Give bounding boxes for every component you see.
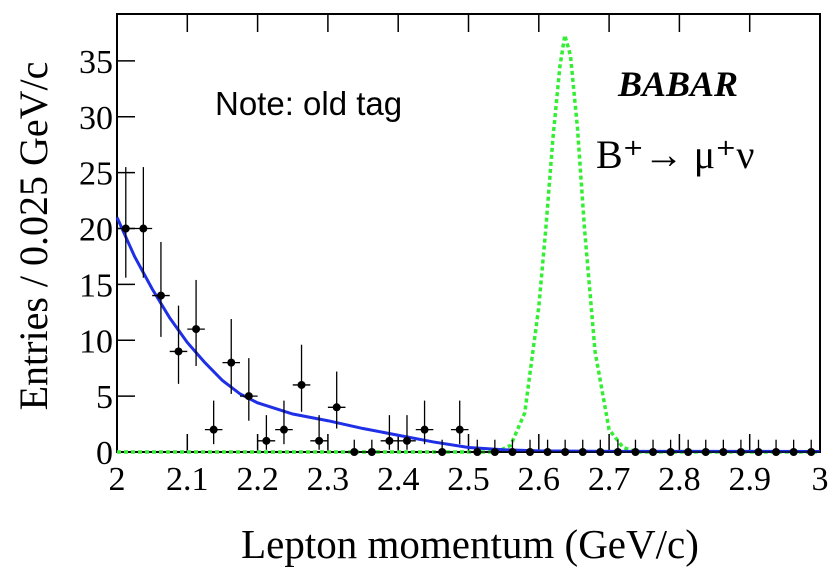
- data-point: [297, 380, 306, 389]
- data-point: [192, 325, 201, 334]
- data-point: [807, 448, 816, 456]
- x-tick-label: 2.3: [307, 461, 350, 498]
- data-point: [420, 425, 429, 434]
- data-point: [578, 448, 587, 456]
- data-point: [209, 425, 218, 434]
- data-point: [262, 436, 271, 445]
- y-tick-label: 5: [96, 379, 113, 416]
- data-point: [385, 436, 394, 445]
- x-tick-label: 3: [812, 461, 829, 498]
- y-tick-label: 20: [79, 212, 113, 249]
- data-point: [754, 448, 763, 456]
- x-tick-label: 2.8: [658, 461, 701, 498]
- x-tick-label: 2.5: [447, 461, 490, 498]
- x-axis-title: Lepton momentum (GeV/c): [241, 521, 699, 567]
- data-point: [772, 448, 781, 456]
- y-tick-label: 10: [79, 323, 113, 360]
- data-point: [719, 448, 728, 456]
- data-point: [789, 448, 798, 456]
- data-point: [174, 347, 183, 356]
- x-tick-label: 2: [109, 461, 126, 498]
- data-point: [649, 448, 658, 456]
- data-point: [227, 358, 236, 367]
- data-point: [684, 448, 693, 456]
- x-tick-label: 2.9: [728, 461, 771, 498]
- data-point: [121, 224, 130, 233]
- annotation: Note: old tag: [215, 85, 402, 122]
- data-point: [543, 448, 552, 456]
- y-axis-title: Entries / 0.025 GeV/c: [11, 62, 56, 411]
- data-point: [438, 448, 447, 456]
- data-point: [156, 291, 165, 300]
- annotation: BABAR: [617, 64, 738, 104]
- data-point: [350, 448, 359, 456]
- data-point: [315, 436, 324, 445]
- annotation: B⁺→ μ⁺ν: [596, 132, 754, 177]
- x-tick-label: 2.2: [236, 461, 279, 498]
- data-point: [139, 224, 148, 233]
- x-tick-label: 2.4: [377, 461, 420, 498]
- data-point: [736, 448, 745, 456]
- y-tick-label: 0: [96, 435, 113, 472]
- data-point: [332, 403, 341, 412]
- data-point: [402, 436, 411, 445]
- y-tick-label: 25: [79, 156, 113, 193]
- data-point: [613, 448, 622, 456]
- x-tick-label: 2.7: [588, 461, 631, 498]
- data-point: [596, 448, 605, 456]
- y-tick-label: 15: [79, 267, 113, 304]
- data-point: [701, 448, 710, 456]
- data-point: [244, 392, 253, 401]
- x-tick-label: 2.6: [518, 461, 561, 498]
- data-point: [455, 425, 464, 434]
- data-point: [666, 448, 675, 456]
- data-point: [279, 425, 288, 434]
- y-tick-label: 35: [79, 44, 113, 81]
- data-point: [473, 448, 482, 456]
- data-point: [631, 448, 640, 456]
- data-point: [526, 448, 535, 456]
- data-point: [561, 448, 570, 456]
- data-point: [490, 448, 499, 456]
- data-point: [508, 448, 517, 456]
- y-tick-label: 30: [79, 100, 113, 137]
- fit-curve: [115, 216, 821, 453]
- data-point: [367, 448, 376, 456]
- x-tick-label: 2.1: [166, 461, 209, 498]
